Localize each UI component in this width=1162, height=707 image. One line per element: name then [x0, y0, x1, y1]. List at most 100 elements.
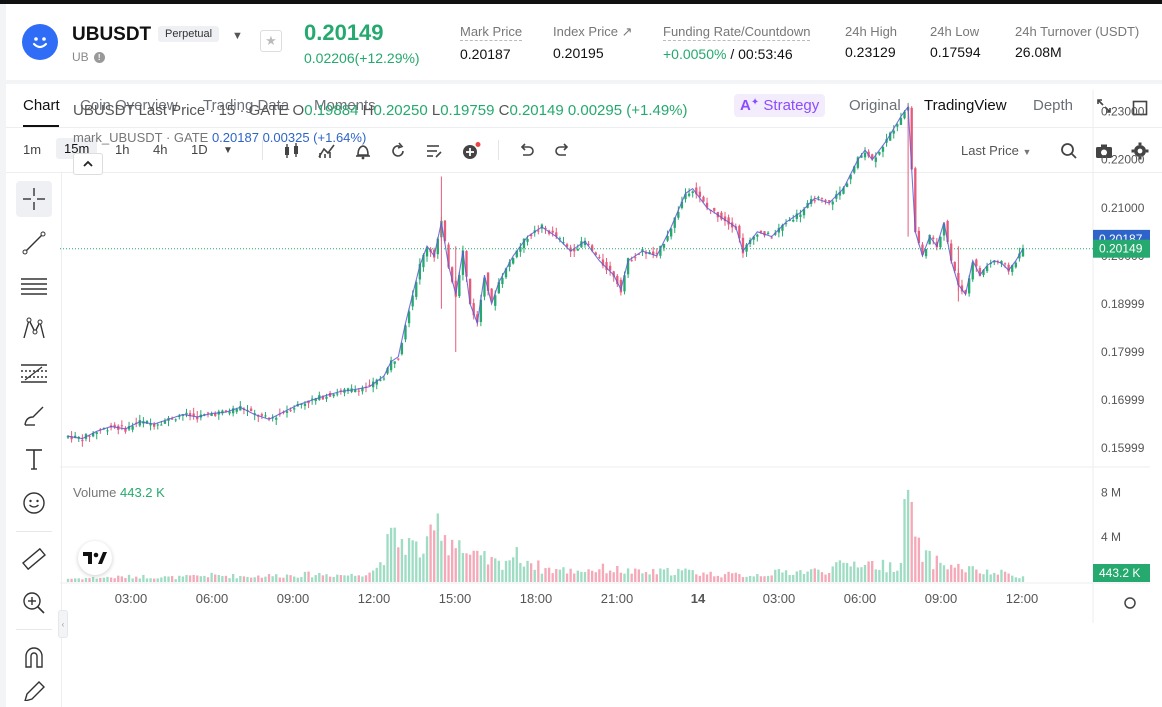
volume-bar	[641, 573, 644, 582]
text-tool[interactable]	[16, 441, 52, 477]
undo-icon[interactable]	[517, 141, 537, 161]
candle-type-icon[interactable]	[282, 141, 302, 161]
sidebar-collapse-toggle[interactable]: ‹	[58, 610, 68, 638]
volume-bar	[540, 573, 544, 582]
timeframe-dropdown-icon[interactable]: ▼	[223, 145, 233, 156]
crosshair-tool[interactable]	[16, 181, 52, 217]
stat-value: 0.20195	[553, 45, 604, 61]
price-source-dropdown[interactable]: Last Price ▼	[961, 143, 1031, 158]
axis-settings-icon[interactable]	[1124, 597, 1136, 609]
candle	[149, 423, 152, 426]
candle	[264, 415, 267, 417]
volume-bar	[838, 560, 842, 582]
pattern-tool[interactable]	[16, 311, 52, 347]
tab-coin-overview[interactable]: Coin Overview	[80, 97, 178, 114]
volume-bar	[411, 540, 414, 582]
volume-tick-label: 8 M	[1101, 485, 1121, 499]
volume-bar	[1003, 571, 1007, 582]
window-icon[interactable]	[1132, 100, 1148, 116]
gear-icon[interactable]	[1130, 141, 1150, 161]
tab-tradingview[interactable]: TradingView	[924, 97, 1007, 114]
volume-bar	[644, 572, 648, 582]
stat-label[interactable]: Mark Price	[460, 24, 523, 41]
timeframe-1h[interactable]: 1h	[115, 142, 130, 157]
replay-icon[interactable]	[388, 141, 408, 161]
candle	[616, 275, 619, 285]
camera-icon[interactable]	[1094, 141, 1114, 161]
lock-drawing-tool[interactable]	[16, 681, 52, 707]
add-indicator-icon[interactable]	[461, 141, 481, 161]
stat-label[interactable]: Funding Rate/Countdown	[663, 24, 811, 41]
templates-icon[interactable]	[424, 141, 444, 161]
candle	[652, 251, 655, 255]
timeframe-1d[interactable]: 1D	[191, 142, 208, 157]
strategy-button[interactable]: A✦ Strategy	[734, 94, 826, 117]
symbol-dropdown-icon[interactable]: ▼	[232, 30, 243, 42]
time-tick-label: 12:00	[358, 591, 391, 606]
candle	[677, 211, 680, 218]
volume-bar	[928, 550, 931, 582]
expand-icon[interactable]	[1096, 98, 1112, 114]
horizontal-lines-tool[interactable]	[16, 268, 52, 304]
tab-moments[interactable]: Moments	[314, 97, 376, 114]
tradingview-logo-icon[interactable]	[78, 541, 112, 575]
drawing-toolbar	[6, 173, 62, 707]
tab-depth[interactable]: Depth	[1033, 97, 1074, 114]
volume-bar	[752, 576, 755, 582]
candle	[950, 243, 953, 261]
search-icon[interactable]	[1059, 141, 1079, 161]
volume-bar	[515, 547, 518, 582]
alert-icon[interactable]	[353, 141, 373, 161]
legend-open: 0.19884	[304, 102, 359, 119]
info-icon[interactable]: !	[93, 51, 105, 63]
candle	[831, 201, 834, 205]
volume-bar	[454, 548, 457, 582]
volume-bar	[354, 575, 357, 582]
volume-bar	[497, 560, 500, 582]
volume-bar	[127, 574, 131, 582]
fib-tool[interactable]	[16, 355, 52, 391]
tab-chart[interactable]: Chart	[10, 97, 73, 127]
indicators-icon[interactable]	[317, 141, 337, 161]
volume-bar	[235, 578, 238, 582]
trendline-tool[interactable]	[16, 225, 52, 261]
favorite-star-icon[interactable]: ★	[260, 30, 282, 52]
volume-bar	[160, 577, 163, 582]
timeframe-1m[interactable]: 1m	[23, 142, 42, 157]
volume-bar	[490, 557, 493, 582]
candle	[106, 430, 109, 432]
redo-icon[interactable]	[552, 141, 572, 161]
volume-bar	[533, 569, 536, 582]
ruler-tool[interactable]	[16, 541, 52, 577]
volume-bar	[206, 577, 210, 582]
brush-tool[interactable]	[16, 398, 52, 434]
volume-bar	[993, 572, 996, 582]
tab-original[interactable]: Original	[849, 97, 901, 114]
legend-collapse-button[interactable]	[73, 153, 103, 175]
candle	[354, 389, 357, 393]
candle	[573, 248, 576, 252]
timeframe-15m[interactable]: 15m	[56, 138, 98, 159]
tab-trading-data[interactable]: Trading Data	[203, 97, 290, 114]
volume-bar	[792, 574, 795, 582]
stat-label[interactable]: Index Price ↗	[553, 24, 633, 39]
volume-bar	[224, 575, 228, 582]
price-chart[interactable]: 0.230000.220000.210000.200000.189990.179…	[60, 90, 1150, 623]
volume-bar	[616, 565, 619, 582]
mark-legend-title: mark_UBUSDT · GATE	[73, 130, 209, 145]
ai-icon: A	[740, 97, 751, 114]
symbol-name[interactable]: UBUSDT	[72, 24, 152, 45]
candle	[443, 220, 447, 242]
volume-bar	[109, 577, 113, 582]
zoom-tool[interactable]	[16, 585, 52, 621]
candle	[655, 252, 658, 254]
magnet-tool[interactable]	[16, 639, 52, 675]
last-price: 0.20149	[304, 20, 384, 45]
volume-bar	[662, 569, 666, 582]
pencil-icon	[24, 681, 45, 701]
timeframe-4h[interactable]: 4h	[153, 142, 168, 157]
candle	[914, 168, 917, 233]
emoji-tool[interactable]	[16, 485, 52, 521]
volume-bar	[731, 573, 734, 582]
volume-bar	[84, 577, 88, 582]
